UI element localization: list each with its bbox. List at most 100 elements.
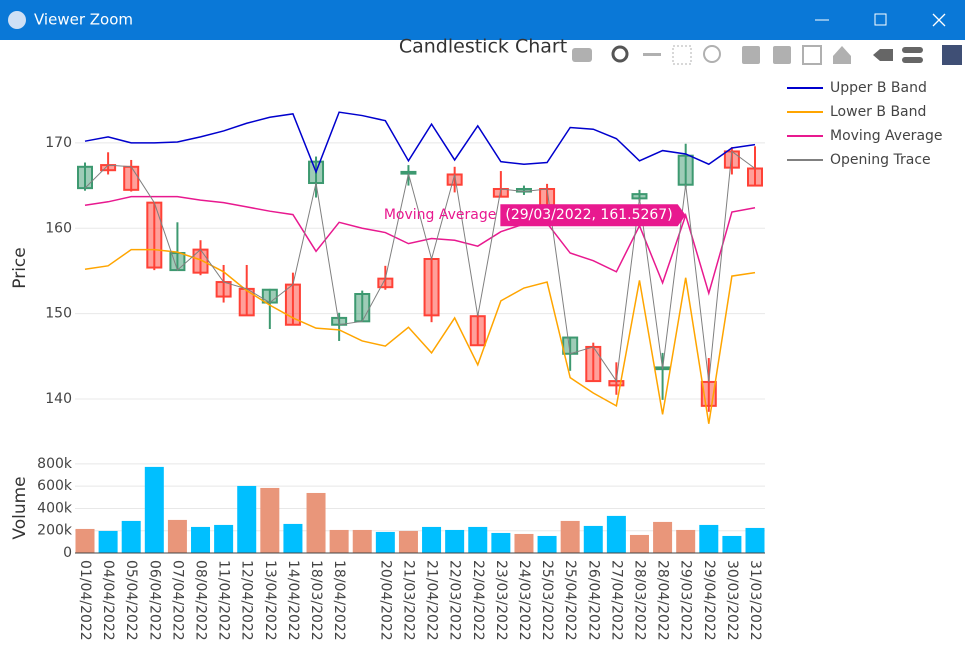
x-tick-label: 25/04/2022	[562, 560, 578, 641]
x-tick-label: 13/04/2022	[262, 560, 278, 641]
bar	[375, 531, 395, 553]
y-tick-label: 140	[45, 391, 72, 407]
candle-body	[677, 154, 694, 186]
bar	[352, 529, 372, 553]
y-tick-label: 400k	[37, 500, 73, 516]
x-tick-label: 21/03/2022	[400, 560, 416, 641]
candle-body	[469, 315, 486, 347]
x-tick-label: 12/04/2022	[239, 560, 255, 641]
y-axis-title: Volume	[10, 476, 30, 539]
x-tick-label: 21/04/2022	[424, 560, 440, 641]
app-icon	[8, 11, 26, 29]
hover-name: Moving Average	[384, 207, 497, 223]
camera-icon[interactable]	[572, 48, 592, 62]
candle-body	[585, 345, 602, 383]
hover-text: (29/03/2022, 161.5267)	[505, 207, 672, 223]
bar	[167, 519, 187, 553]
x-tick-label: 11/04/2022	[216, 560, 232, 641]
y-tick-label: 170	[45, 135, 72, 151]
line-series	[84, 150, 756, 383]
hover-compare-icon[interactable]	[902, 57, 923, 63]
bar	[676, 529, 696, 553]
bar	[445, 529, 465, 553]
y-tick-label: 150	[45, 306, 72, 322]
x-tick-label: 31/03/2022	[747, 560, 763, 641]
pan-icon[interactable]	[643, 53, 661, 56]
bar	[583, 525, 603, 553]
legend-label: Opening Trace	[830, 152, 931, 168]
bar	[606, 515, 626, 553]
candle-body	[123, 165, 140, 191]
candle-body	[354, 293, 371, 323]
window-title: Viewer Zoom	[34, 11, 133, 29]
x-tick-label: 29/04/2022	[701, 560, 717, 641]
bar	[722, 535, 742, 553]
x-tick-label: 07/04/2022	[169, 560, 185, 641]
bar	[422, 526, 442, 553]
hover-closest-icon[interactable]	[902, 47, 923, 53]
bar	[398, 530, 418, 553]
y-tick-label: 160	[45, 220, 72, 236]
x-tick-label: 06/04/2022	[146, 560, 162, 641]
modebar	[572, 45, 962, 65]
bar	[329, 529, 349, 553]
bar	[699, 524, 719, 553]
bar	[745, 527, 765, 553]
x-tick-label: 28/04/2022	[655, 560, 671, 641]
chart-title: Candlestick Chart	[399, 36, 567, 58]
x-tick-label: 30/03/2022	[724, 560, 740, 641]
close-button[interactable]	[932, 13, 946, 27]
candle-body	[77, 165, 93, 190]
zoom-in-icon[interactable]	[742, 46, 760, 64]
bar	[260, 487, 280, 553]
y-tick-label: 200k	[37, 523, 73, 539]
x-tick-label: 05/04/2022	[123, 560, 139, 641]
x-tick-label: 26/04/2022	[585, 560, 601, 641]
bar	[514, 533, 534, 553]
bar	[191, 526, 211, 553]
bar	[214, 524, 234, 553]
line-series	[84, 111, 756, 174]
spike-icon[interactable]	[873, 49, 893, 61]
x-tick-label: 14/04/2022	[285, 560, 301, 641]
x-tick-label: 29/03/2022	[678, 560, 694, 641]
lasso-icon[interactable]	[703, 45, 721, 63]
candle-body	[423, 258, 440, 317]
x-tick-label: 28/03/2022	[631, 560, 647, 641]
bar	[283, 523, 303, 553]
y-axis-title: Price	[10, 247, 30, 288]
candle-body	[215, 281, 232, 298]
bar	[468, 526, 488, 553]
bar	[653, 521, 673, 553]
select-icon[interactable]	[672, 45, 692, 65]
bar	[121, 520, 141, 553]
legend-label: Lower B Band	[830, 104, 926, 120]
bar	[537, 535, 557, 553]
legend-label: Moving Average	[830, 128, 943, 144]
x-tick-label: 18/04/2022	[331, 560, 347, 641]
candle-body	[631, 193, 648, 200]
autoscale-icon[interactable]	[802, 45, 822, 65]
plotly-logo[interactable]	[942, 45, 962, 65]
line-series	[84, 248, 756, 424]
x-tick-label: 08/04/2022	[193, 560, 209, 641]
y-tick-label: 800k	[37, 456, 73, 472]
maximize-button[interactable]	[874, 13, 887, 26]
x-tick-label: 01/04/2022	[77, 560, 93, 641]
x-tick-label: 27/04/2022	[608, 560, 624, 641]
x-tick-label: 25/03/2022	[539, 560, 555, 641]
x-tick-label: 22/03/2022	[447, 560, 463, 641]
zoom-icon[interactable]	[611, 45, 629, 63]
zoom-out-icon[interactable]	[773, 46, 791, 64]
candle-body	[377, 277, 394, 289]
line-series	[84, 195, 756, 296]
candle-body	[192, 248, 209, 274]
bar	[144, 466, 164, 553]
reset-icon[interactable]	[833, 46, 851, 64]
candle-body	[146, 201, 163, 269]
hover-box	[500, 204, 686, 227]
candle-body	[261, 288, 278, 304]
legend-label: Upper B Band	[830, 80, 927, 96]
